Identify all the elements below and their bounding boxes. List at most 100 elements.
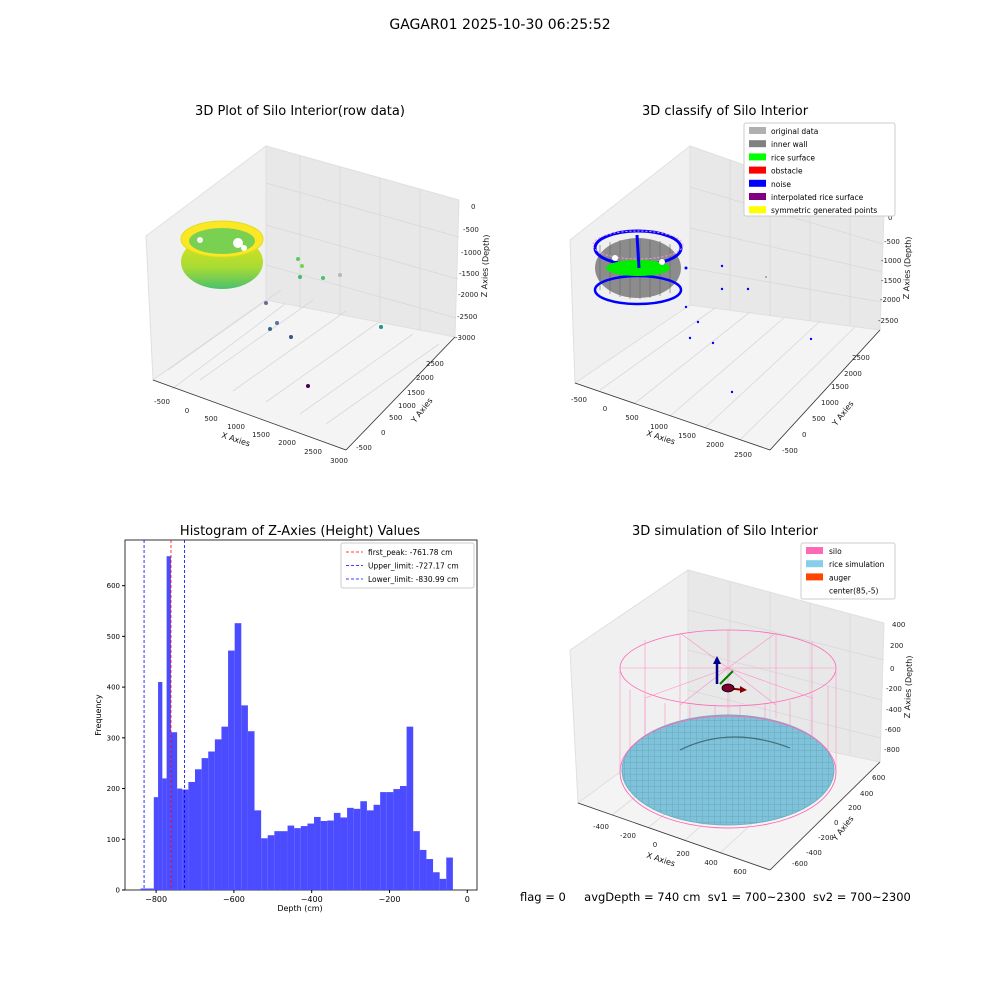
- histogram-bar: [426, 859, 434, 890]
- panel4-legend: silo rice simulation auger center(85,-5): [800, 542, 896, 600]
- y-tick-label: 0: [116, 887, 120, 895]
- p1-ztick: -2500: [457, 313, 477, 321]
- panel2-title: 3D classify of Silo Interior: [641, 104, 809, 119]
- x-tick-label: −200: [378, 895, 400, 904]
- histogram-bar: [327, 820, 334, 890]
- p4-ytick: 0: [834, 819, 838, 827]
- y-tick-label: 600: [107, 582, 120, 590]
- legend-swatch: [749, 193, 766, 200]
- p2-ytick: -500: [782, 447, 798, 455]
- histogram-bar: [333, 812, 341, 890]
- histogram-bar: [373, 804, 381, 890]
- histogram-bar: [280, 831, 288, 890]
- panel3-legend: first_peak: -761.78 cm Upper_limit: -727.…: [340, 542, 475, 589]
- histogram-bar: [347, 807, 354, 890]
- histogram-bar: [300, 826, 308, 890]
- p1-ztick: -3000: [455, 334, 475, 342]
- legend-label: obstacle: [771, 167, 803, 176]
- histogram-bar: [182, 789, 189, 890]
- legend-swatch: [749, 206, 766, 214]
- histogram-bars: [140, 556, 453, 890]
- p4-ytick: 200: [848, 804, 861, 812]
- p1-ztick: -1000: [461, 249, 481, 257]
- legend-swatch: [749, 140, 766, 148]
- p2-ztick: -2500: [878, 317, 898, 325]
- p1-ztick: -2000: [458, 291, 478, 299]
- p2-ytick: 2000: [844, 370, 862, 378]
- p1-ytick: 2500: [426, 360, 444, 368]
- panel4-ticks: -400 -200 0 200 400 600 -600 -400 -200 0…: [593, 621, 905, 876]
- y-tick-label: 400: [107, 684, 120, 692]
- panel3-axes: −800 −600 −400 −200 0 0 100 200 300 400 500 600: [107, 539, 478, 904]
- histogram-bar: [320, 821, 328, 890]
- legend-swatch: [806, 547, 823, 554]
- figure-title: GAGAR01 2025-10-30 06:25:52: [389, 17, 611, 33]
- y-tick-label: 500: [107, 633, 120, 641]
- p4-ytick: -400: [806, 849, 822, 857]
- legend-label: auger: [829, 573, 852, 582]
- histogram-bar: [307, 823, 315, 890]
- histogram-bar: [170, 732, 178, 890]
- x-tick-label: −400: [301, 895, 323, 904]
- p2-ztick: 0: [888, 214, 892, 222]
- histogram-bar: [208, 751, 215, 890]
- histogram-bar: [241, 705, 248, 890]
- p4-ytick: -600: [792, 860, 808, 868]
- p1-zlabel: Z Axies (Depth): [480, 234, 491, 297]
- histogram-bar: [261, 838, 268, 890]
- p1-xtick: 500: [204, 415, 217, 423]
- p2-xtick: 1500: [678, 432, 696, 440]
- panel4-title: 3D simulation of Silo Interior: [632, 524, 818, 539]
- legend-label: Upper_limit: -727.17 cm: [368, 562, 459, 571]
- panel2-legend: original data inner wall rice surface obsta…: [743, 122, 896, 217]
- histogram-bar: [287, 825, 295, 890]
- p2-ytick: 500: [812, 415, 825, 423]
- p2-ztick: -500: [884, 238, 900, 246]
- histogram-vlines: [143, 540, 185, 890]
- p2-ytick: 1500: [831, 383, 849, 391]
- panel1-points: [180, 220, 383, 388]
- legend-label: rice simulation: [829, 560, 885, 569]
- histogram-bar: [177, 788, 183, 890]
- p2-ztick: -2000: [880, 296, 900, 304]
- sv2-text: sv2 = 700~2300: [812, 890, 911, 904]
- p1-ztick: 0: [471, 203, 475, 211]
- histogram-yticks: 0 100 200 300 400 500 600: [107, 582, 125, 895]
- p4-ytick: 600: [872, 774, 885, 782]
- p2-ztick: -1000: [881, 257, 901, 265]
- legend-label: rice surface: [771, 153, 815, 162]
- p2-xtick: 500: [625, 414, 638, 422]
- p3-ylabel: Frequency: [94, 694, 103, 736]
- p4-xtick: -200: [620, 832, 636, 840]
- p2-xtick: 1000: [650, 423, 668, 431]
- legend-label: silo: [829, 547, 842, 556]
- p2-ytick: 2500: [852, 354, 870, 362]
- y-tick-label: 200: [107, 785, 120, 793]
- avg-depth-text: avgDepth = 740 cm: [584, 890, 701, 904]
- histogram-bar: [274, 831, 281, 890]
- y-tick-label: 300: [107, 734, 120, 742]
- p4-ztick: -600: [885, 726, 901, 734]
- p2-xtick: 2500: [734, 451, 752, 459]
- p2-xlabel: X Axies: [645, 429, 676, 447]
- p4-xtick: 600: [733, 868, 746, 876]
- histogram-xticks: −800 −600 −400 −200 0: [145, 890, 470, 904]
- p1-xtick: 3000: [330, 457, 348, 465]
- panel2-ticks: -500 0 500 1000 1500 2000 2500 -500 0 50…: [571, 214, 901, 459]
- histogram-bar: [353, 808, 361, 890]
- p1-xtick: 2500: [304, 448, 322, 456]
- histogram-bar: [360, 801, 367, 890]
- histogram-bar: [214, 739, 222, 890]
- histogram-bar: [314, 816, 321, 890]
- legend-swatch: [749, 127, 766, 134]
- p2-zlabel: Z Axies (Depth): [902, 236, 913, 299]
- p4-ytick: 400: [860, 790, 873, 798]
- legend-swatch: [749, 166, 766, 174]
- panel3-title: Histogram of Z-Axies (Height) Values: [179, 524, 421, 539]
- p2-ytick: 1000: [821, 399, 839, 407]
- histogram-bar: [254, 810, 262, 890]
- p2-ytick: 0: [802, 431, 806, 439]
- flag-text: flag = 0: [520, 890, 566, 904]
- legend-swatch: [806, 560, 823, 568]
- p1-xlabel: X Axies: [220, 431, 251, 449]
